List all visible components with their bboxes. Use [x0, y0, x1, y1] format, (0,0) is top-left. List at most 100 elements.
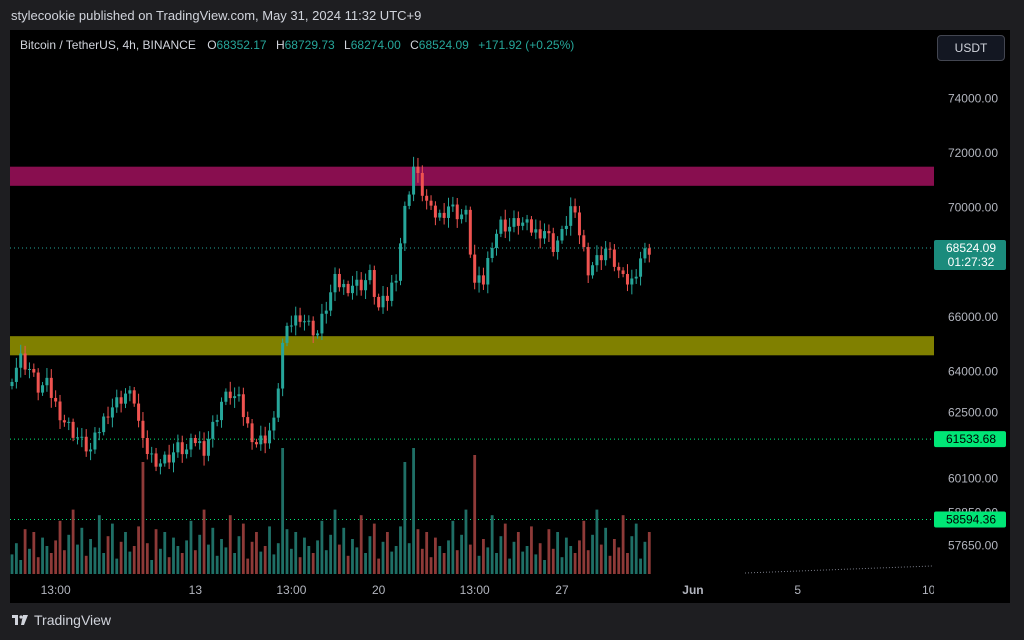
- candle: [93, 427, 97, 454]
- level-badge: [934, 511, 1006, 528]
- volume-bar: [163, 532, 167, 574]
- candle-body: [289, 325, 293, 327]
- candle: [508, 218, 512, 242]
- candle: [189, 433, 193, 458]
- volume-bar: [595, 509, 599, 574]
- candle: [316, 330, 320, 339]
- symbol-label[interactable]: Bitcoin / TetherUS, 4h, BINANCE: [20, 38, 196, 52]
- candle-body: [577, 212, 581, 236]
- price-tick-label: 62500.00: [948, 406, 998, 420]
- candle: [311, 316, 315, 344]
- candle: [516, 211, 520, 235]
- resistance-zone: [10, 166, 934, 186]
- candle-body: [634, 276, 638, 279]
- candle-body: [228, 391, 232, 399]
- published-line: stylecookie published on TradingView.com…: [11, 8, 422, 23]
- volume-bar: [211, 527, 215, 574]
- volume-bar: [547, 529, 551, 574]
- candle-body: [32, 368, 36, 373]
- candle: [206, 431, 210, 462]
- currency-button[interactable]: USDT: [937, 35, 1005, 61]
- price-tick-label: 70000.00: [948, 201, 998, 215]
- candle: [285, 322, 289, 347]
- volume-bar: [578, 540, 581, 574]
- candle: [272, 411, 276, 440]
- candle-body: [311, 320, 315, 336]
- candle: [36, 368, 40, 401]
- volume-bar: [28, 548, 31, 574]
- volume-bar: [503, 523, 507, 574]
- volume-bar: [416, 529, 420, 574]
- volume-bar: [538, 543, 542, 574]
- candle-body: [364, 280, 368, 291]
- candle: [390, 274, 394, 307]
- candle-body: [19, 353, 23, 368]
- candle: [591, 261, 595, 279]
- candle: [67, 417, 71, 431]
- volume-bar: [285, 529, 289, 574]
- time-tick-label: 13:00: [276, 583, 306, 597]
- candle-body: [420, 172, 424, 196]
- candle-body: [193, 438, 197, 444]
- candle-body: [647, 248, 651, 255]
- volume-bar: [582, 520, 586, 574]
- candle: [141, 412, 145, 448]
- candle-body: [464, 209, 468, 215]
- candle: [123, 388, 127, 409]
- time-tick-label: 10: [922, 583, 934, 597]
- candle: [512, 210, 516, 233]
- candle-body: [503, 219, 507, 232]
- candle-body: [385, 295, 389, 301]
- candle-body: [115, 397, 119, 408]
- time-axis[interactable]: 13:00 13 13:00 20 13:00 27 Jun 5 10: [10, 574, 934, 603]
- volume-bar: [626, 553, 629, 574]
- candle: [473, 244, 477, 290]
- volume-bar: [193, 550, 197, 574]
- volume-bar: [49, 553, 53, 574]
- candle-body: [172, 452, 176, 463]
- candle-body: [407, 194, 411, 206]
- time-tick-label: 13:00: [460, 583, 490, 597]
- candle-body: [220, 401, 224, 421]
- candle: [460, 209, 464, 224]
- close-value: 68524.09: [418, 38, 469, 52]
- candle-body: [516, 218, 520, 226]
- volume-bar: [508, 558, 512, 574]
- candle: [128, 385, 132, 402]
- candle: [420, 165, 424, 202]
- candle: [429, 195, 433, 211]
- volume-bar: [612, 539, 616, 574]
- volume-bar: [647, 532, 651, 574]
- volume-bar: [67, 534, 71, 574]
- candle-body: [167, 454, 171, 463]
- projection-line: [744, 565, 933, 574]
- candle-body: [246, 417, 250, 424]
- volume-bar: [36, 557, 40, 574]
- volume-bar: [141, 462, 145, 574]
- volume-bar: [394, 546, 398, 574]
- candle: [180, 435, 184, 463]
- candle: [442, 203, 446, 225]
- candle-body: [556, 240, 560, 252]
- candle: [14, 357, 18, 389]
- candle-body: [320, 313, 324, 334]
- candle-body: [14, 367, 18, 382]
- volume-bar: [180, 553, 184, 574]
- price-axis[interactable]: 76000.0074000.0072000.0070000.0066000.00…: [934, 30, 1010, 603]
- volume-bar: [473, 455, 477, 574]
- volume-bar: [228, 515, 232, 574]
- candle-body: [202, 441, 206, 456]
- candle-body: [490, 248, 494, 258]
- candle: [560, 225, 564, 244]
- candle-body: [346, 283, 350, 294]
- candle: [246, 411, 250, 428]
- volume-bar: [233, 553, 237, 574]
- chart-area[interactable]: Bitcoin / TetherUS, 4h, BINANCE O68352.1…: [10, 30, 934, 574]
- candle: [320, 303, 324, 340]
- candle-body: [276, 388, 280, 418]
- volume-bar: [586, 550, 590, 574]
- candle: [543, 223, 547, 244]
- volume-bar: [560, 557, 564, 574]
- volume-bar: [289, 548, 293, 574]
- candle-body: [368, 270, 372, 281]
